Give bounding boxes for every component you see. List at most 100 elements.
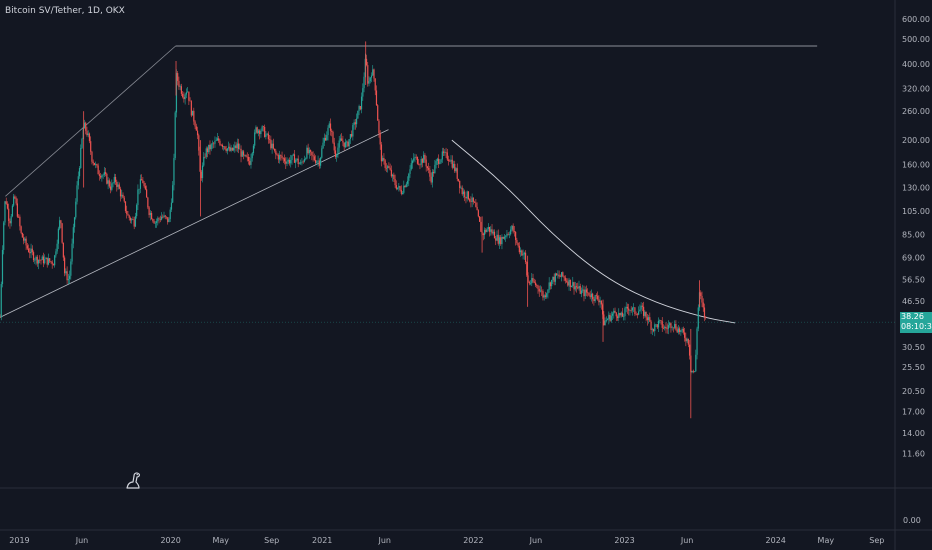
candle-body	[352, 124, 354, 137]
candle-body	[395, 185, 397, 189]
candle-body	[615, 312, 617, 317]
symbol-title[interactable]: Bitcoin SV/Tether, 1D, OKX	[5, 6, 125, 16]
candle-body	[404, 185, 406, 188]
candle-body	[189, 100, 191, 102]
candle-body	[378, 120, 380, 134]
time-tick-label: Sep	[869, 536, 884, 545]
candle-body	[127, 213, 129, 216]
candle-body	[72, 227, 74, 244]
price-tick-label: 400.00	[902, 60, 930, 69]
candle-body	[522, 254, 524, 256]
candle-body	[342, 140, 344, 143]
candle-body	[420, 158, 422, 165]
candle-body	[85, 122, 87, 131]
candle-body	[363, 76, 365, 89]
candle-body	[667, 325, 670, 329]
time-tick-label: Jun	[680, 536, 694, 545]
candle-body	[482, 233, 484, 236]
candle-body	[671, 327, 673, 329]
candle-body	[293, 154, 296, 163]
candle-body	[570, 285, 573, 287]
candle-body	[613, 310, 615, 314]
candle-body	[370, 75, 373, 78]
candle-body	[369, 77, 371, 82]
dinosaur-icon[interactable]	[124, 470, 142, 490]
candle-body	[141, 179, 143, 181]
candle-body	[57, 228, 59, 244]
candle-body	[231, 147, 233, 151]
candle-body	[414, 156, 416, 159]
candle-body	[688, 344, 691, 356]
candle-body	[392, 174, 394, 177]
candle-body	[254, 132, 256, 146]
candle-body	[557, 274, 559, 276]
candle-body	[491, 229, 493, 234]
candle-body	[556, 273, 558, 276]
candle-body	[240, 148, 242, 157]
upper-channel-line	[5, 45, 176, 197]
candle-body	[341, 138, 343, 141]
candle-body	[518, 245, 520, 253]
candle-body	[575, 286, 578, 288]
candle-body	[52, 264, 55, 266]
candle-body	[13, 196, 15, 206]
candle-body	[305, 158, 307, 160]
candle-body	[347, 141, 349, 147]
candle-body	[246, 156, 248, 158]
candle-body	[679, 328, 681, 332]
candle-body	[684, 332, 686, 338]
candle-body	[670, 323, 672, 328]
candle-body	[424, 154, 426, 160]
candle-body	[277, 155, 279, 160]
candle-body	[8, 208, 10, 221]
candle-body	[322, 142, 324, 149]
price-tick-label: 46.50	[902, 297, 925, 306]
candle-body	[126, 210, 128, 214]
candle-body	[97, 165, 99, 175]
candle-body	[503, 236, 506, 239]
candle-body	[506, 233, 508, 237]
candle-body	[116, 181, 118, 187]
candle-body	[235, 145, 237, 149]
candle-body	[311, 151, 313, 156]
price-tick-label: 20.50	[902, 387, 925, 396]
candle-body	[87, 133, 89, 136]
bar-countdown: 08:10:34	[901, 322, 932, 332]
descending-resistance-curve	[451, 139, 736, 324]
candle-body	[348, 139, 350, 147]
time-tick-label: 2023	[614, 536, 634, 545]
candle-body	[306, 147, 308, 159]
candle-body	[152, 219, 154, 221]
price-tick-label: 17.00	[902, 408, 925, 417]
candle-body	[388, 166, 390, 168]
candle-body	[608, 314, 610, 320]
candle-body	[445, 151, 447, 153]
candle-body	[182, 93, 184, 98]
price-tick-label: 320.00	[902, 84, 930, 93]
candle-body	[114, 177, 117, 182]
candle-body	[431, 171, 433, 183]
candle-body	[546, 293, 548, 297]
candle-body	[113, 177, 115, 183]
candle-body	[221, 145, 224, 147]
candle-body	[167, 217, 169, 223]
candle-body	[357, 110, 359, 119]
candle-body	[214, 140, 216, 144]
candle-body	[160, 216, 163, 220]
candle-body	[282, 158, 284, 159]
candle-body	[513, 231, 515, 232]
candle-body	[423, 154, 425, 163]
candle-body	[147, 197, 149, 208]
candle-body	[232, 147, 235, 151]
price-tick-label: 56.50	[902, 275, 925, 284]
candle-body	[451, 159, 453, 168]
candle-body	[259, 130, 261, 135]
candle-body	[492, 231, 494, 234]
candle-body	[10, 216, 12, 224]
candle-body	[91, 151, 93, 162]
candle-body	[34, 259, 36, 261]
candle-body	[90, 141, 92, 152]
candle-body	[598, 299, 600, 303]
candle-body	[593, 299, 595, 302]
